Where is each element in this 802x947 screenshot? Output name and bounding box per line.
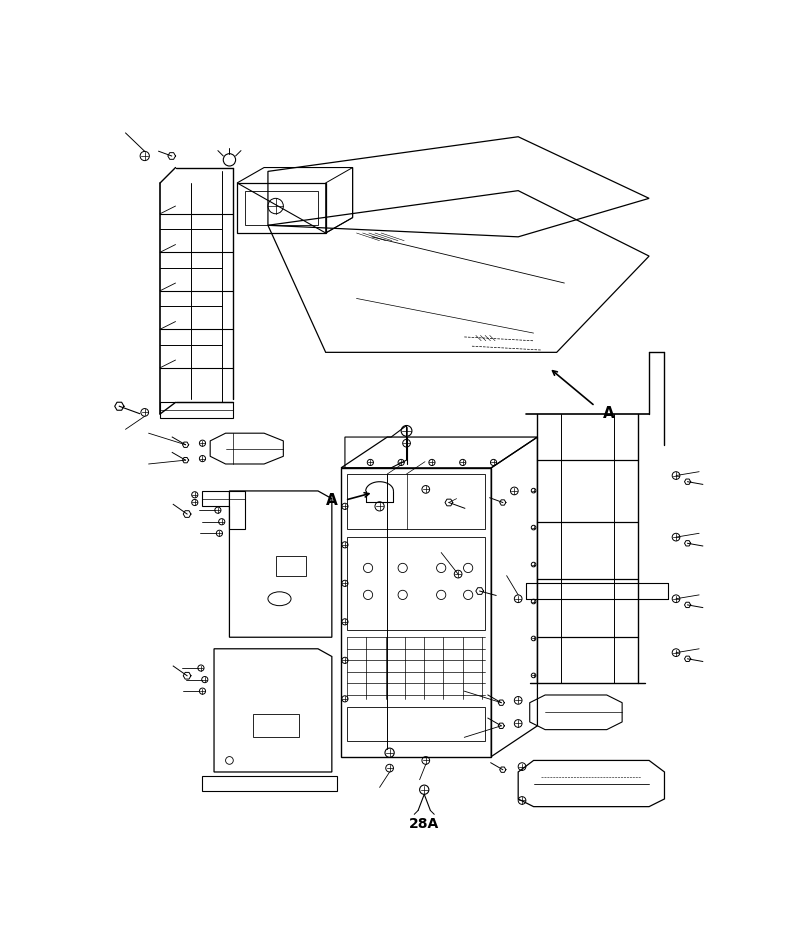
Polygon shape (683, 541, 690, 546)
Polygon shape (444, 499, 452, 506)
Polygon shape (115, 402, 124, 410)
Text: A: A (602, 406, 614, 421)
Polygon shape (182, 442, 188, 447)
Polygon shape (497, 724, 504, 728)
Polygon shape (183, 672, 191, 679)
Text: A: A (325, 492, 337, 508)
Polygon shape (683, 479, 690, 484)
Polygon shape (183, 510, 191, 517)
Polygon shape (476, 588, 483, 595)
Polygon shape (499, 500, 505, 505)
Polygon shape (168, 152, 176, 159)
Polygon shape (683, 602, 690, 608)
Polygon shape (499, 767, 505, 773)
Polygon shape (683, 656, 690, 661)
Text: 28A: 28A (408, 817, 439, 831)
Polygon shape (497, 700, 504, 706)
Polygon shape (182, 457, 188, 463)
